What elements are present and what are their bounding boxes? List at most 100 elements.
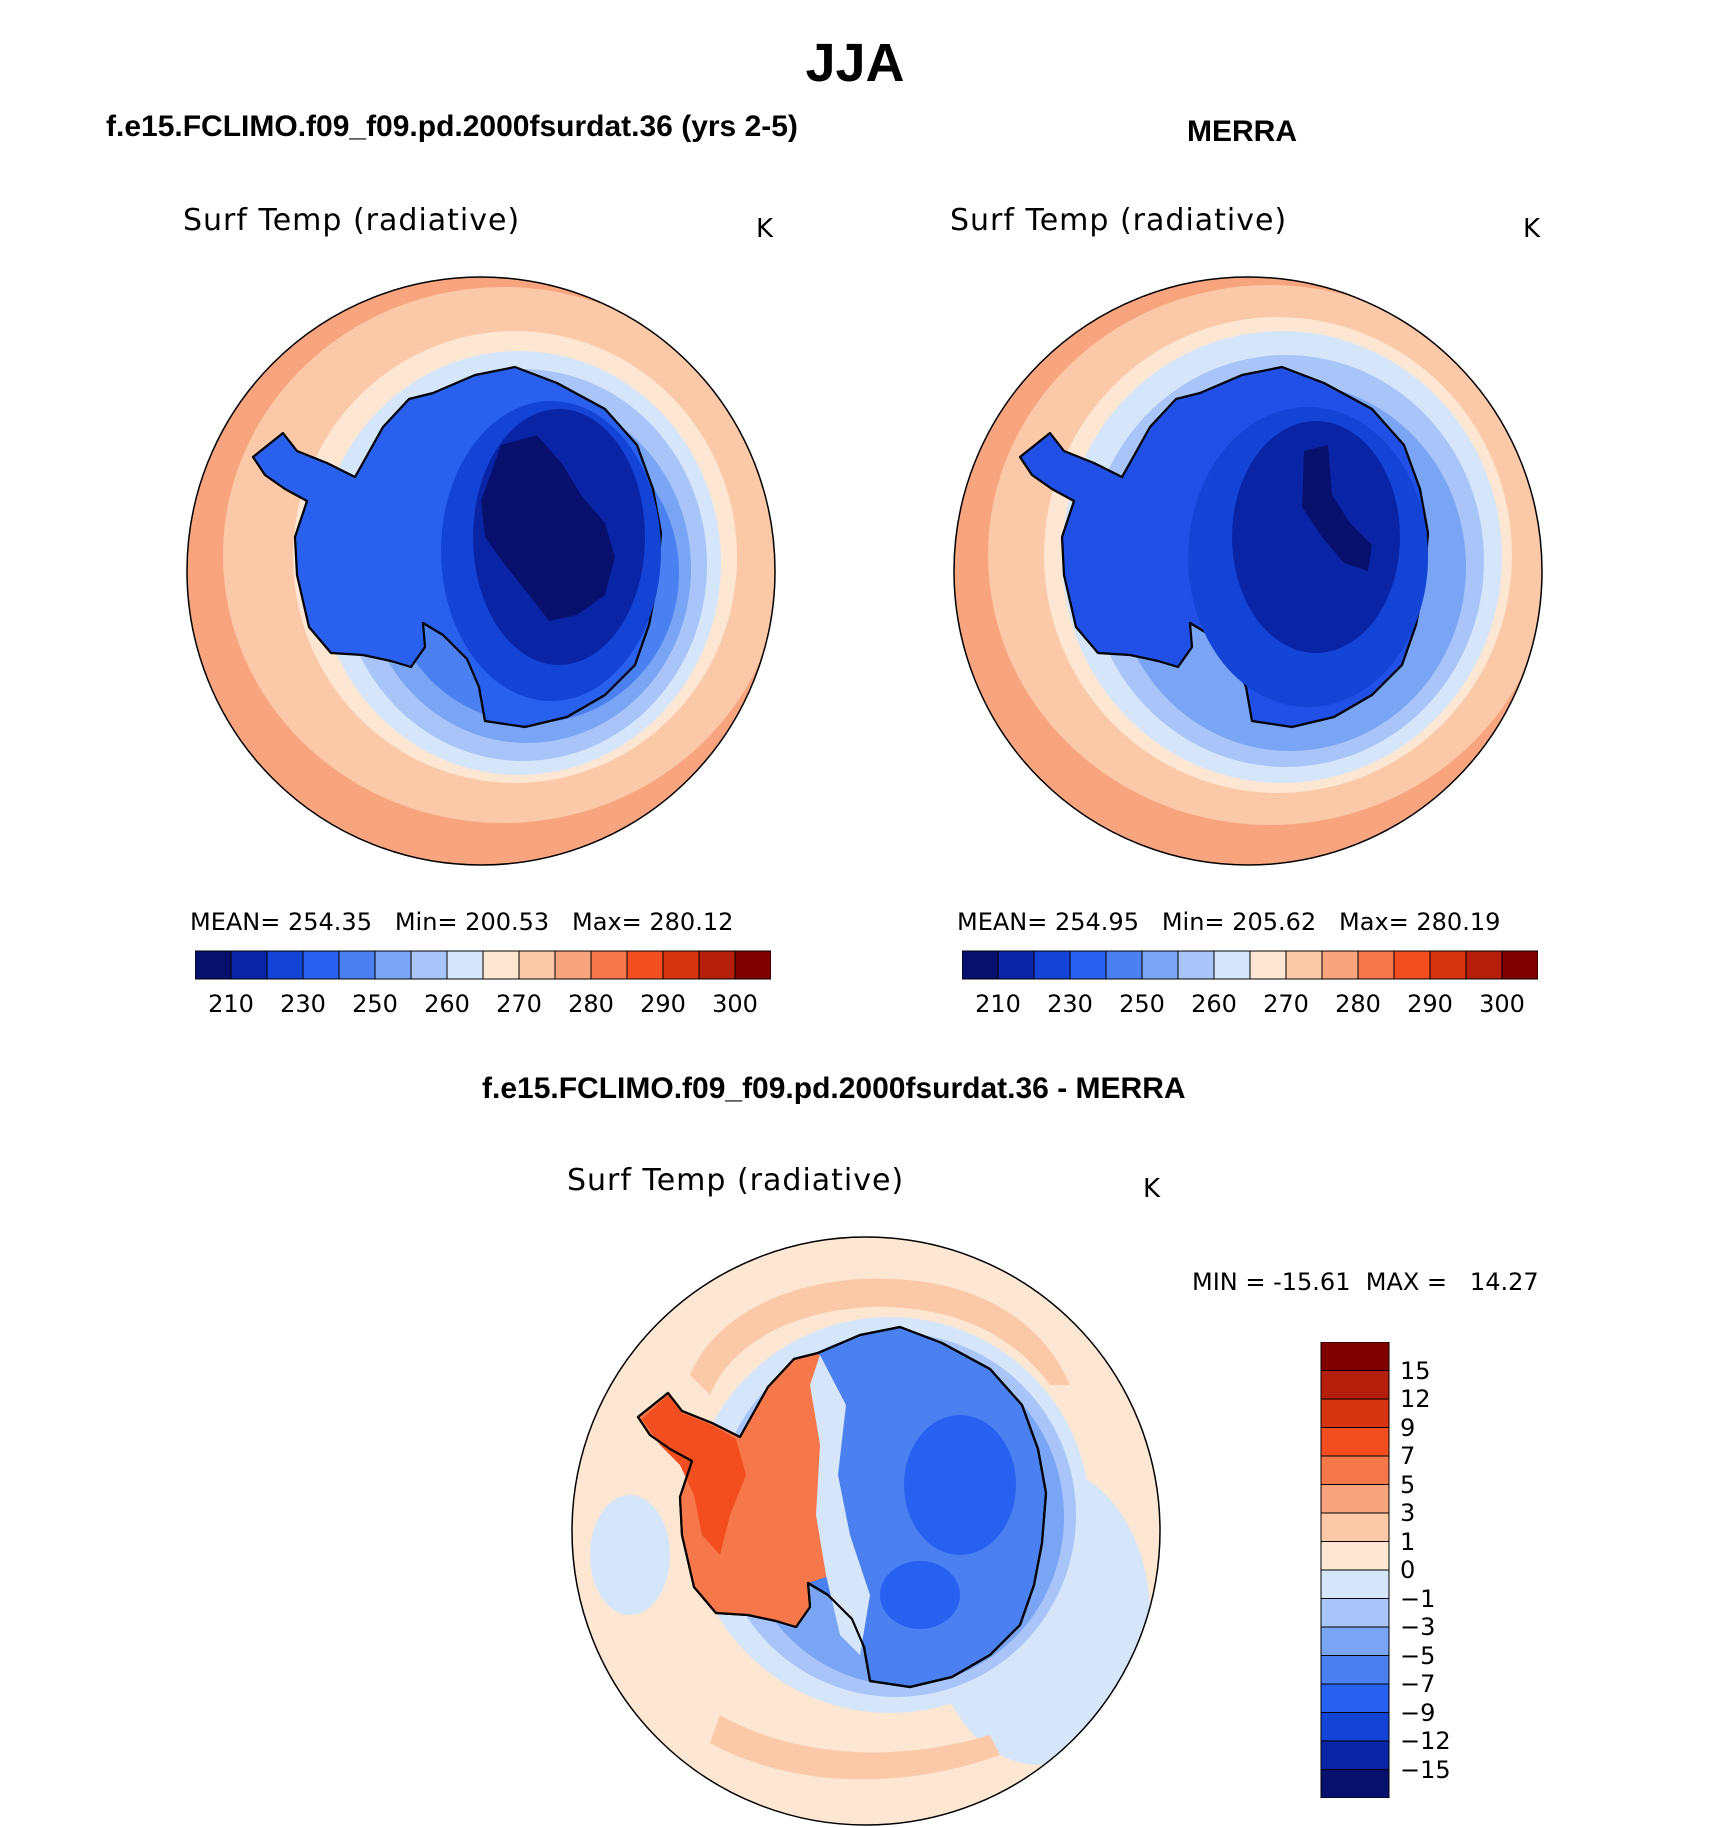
colorbar-tick-label: 260 (424, 990, 470, 1018)
colorbar-swatch (1320, 1769, 1390, 1798)
colorbar-swatch (590, 950, 628, 980)
colorbar-swatch (1320, 1455, 1390, 1485)
colorbar-tick-label: 230 (1047, 990, 1093, 1018)
map-patch-cool-left (590, 1495, 670, 1615)
colorbar-tick-label: 5 (1400, 1470, 1416, 1499)
colorbar-tick-label: −7 (1400, 1670, 1436, 1698)
colorbar-tick-label: 300 (1479, 990, 1525, 1018)
map-patch-warm-ring (690, 1278, 1070, 1395)
colorbar-swatch (1285, 950, 1323, 980)
colorbar-swatch (1321, 950, 1359, 980)
colorbar-tick-label: 3 (1400, 1499, 1416, 1527)
model-heading: f.e15.FCLIMO.f09_f09.pd.2000fsurdat.36 (… (106, 110, 798, 143)
colorbar-swatch (1320, 1427, 1390, 1457)
colorbar-swatch (1320, 1598, 1390, 1628)
model-units-label: K (756, 214, 774, 244)
colorbar-swatch (734, 950, 771, 980)
colorbar-tick-label: 210 (208, 990, 254, 1018)
colorbar-swatch (1177, 950, 1215, 980)
colorbar-swatch (1429, 950, 1467, 980)
colorbar-swatch (338, 950, 376, 980)
colorbar-tick-label: 250 (1119, 990, 1165, 1018)
map-outline (186, 276, 776, 866)
map-outline (953, 276, 1543, 866)
colorbar-swatch (1320, 1740, 1390, 1770)
obs-stats: MEAN= 254.95 Min= 205.62 Max= 280.19 (957, 908, 1501, 936)
colorbar-tick-label: 280 (568, 990, 614, 1018)
colorbar-swatch (374, 950, 412, 980)
colorbar-tick-label: 290 (1407, 990, 1453, 1018)
colorbar-swatch (1033, 950, 1071, 980)
page-title: JJA (805, 33, 905, 93)
colorbar-tick-label: 1 (1400, 1527, 1416, 1556)
colorbar-swatch (1320, 1683, 1390, 1713)
colorbar-swatch (1105, 950, 1143, 980)
map-patch-warm-south (710, 1715, 1000, 1780)
diff-colorbar-ticks: 15 12 9 7 5 3 1 0 −1 −3 −5 −7 −9 −12 −15 (1400, 1342, 1520, 1798)
colorbar-tick-label: 260 (1191, 990, 1237, 1018)
colorbar-swatch (554, 950, 592, 980)
colorbar-swatch (1320, 1626, 1390, 1656)
obs-colorbar-ticks: 210 230 250 260 270 280 290 300 (962, 990, 1538, 1020)
colorbar-swatch (446, 950, 484, 980)
colorbar-tick-label: −5 (1400, 1641, 1436, 1670)
model-colorbar-ticks: 210 230 250 260 270 280 290 300 (195, 990, 771, 1020)
coastline (636, 1325, 1048, 1689)
map-patch-warmer-peninsula (642, 1395, 746, 1555)
colorbar-swatch (410, 950, 448, 980)
colorbar-swatch (1465, 950, 1503, 980)
colorbar-tick-label: 9 (1400, 1413, 1416, 1442)
map-band-deep-cold (1232, 421, 1400, 653)
colorbar-swatch (1320, 1541, 1390, 1571)
colorbar-swatch (1320, 1569, 1390, 1599)
colorbar-tick-label: −9 (1400, 1698, 1436, 1727)
model-variable-label: Surf Temp (radiative) (183, 203, 521, 238)
colorbar-swatch (698, 950, 736, 980)
colorbar-tick-label: 15 (1400, 1356, 1431, 1385)
diff-heading: f.e15.FCLIMO.f09_f09.pd.2000fsurdat.36 -… (482, 1072, 1186, 1105)
colorbar-swatch (302, 950, 340, 980)
colorbar-swatch (1320, 1370, 1390, 1400)
colorbar-swatch (230, 950, 268, 980)
colorbar-swatch (518, 950, 556, 980)
colorbar-tick-label: 270 (1263, 990, 1309, 1018)
obs-polar-map (953, 276, 1543, 866)
colorbar-tick-label: 280 (1335, 990, 1381, 1018)
colorbar-swatch (482, 950, 520, 980)
colorbar-tick-label: 300 (712, 990, 758, 1018)
map-band-coldest (1302, 445, 1372, 571)
colorbar-swatch (1320, 1398, 1390, 1428)
colorbar-swatch (1249, 950, 1287, 980)
colorbar-tick-label: −15 (1400, 1755, 1451, 1784)
colorbar-tick-label: 270 (496, 990, 542, 1018)
map-patch-deep-cold-east (904, 1415, 1016, 1555)
colorbar-tick-label: 0 (1400, 1556, 1416, 1584)
colorbar-tick-label: 210 (975, 990, 1021, 1018)
colorbar-tick-label: 12 (1400, 1385, 1431, 1413)
colorbar-swatch (1141, 950, 1179, 980)
colorbar-swatch (962, 950, 999, 980)
obs-units-label: K (1523, 214, 1541, 244)
colorbar-swatch (626, 950, 664, 980)
obs-colorbar (962, 950, 1538, 980)
diff-colorbar (1320, 1342, 1390, 1798)
diff-variable-label: Surf Temp (radiative) (567, 1163, 905, 1198)
colorbar-swatch (1357, 950, 1395, 980)
colorbar-swatch (1501, 950, 1538, 980)
map-band-coldest (481, 435, 615, 621)
colorbar-swatch (1393, 950, 1431, 980)
model-stats: MEAN= 254.35 Min= 200.53 Max= 280.12 (190, 908, 734, 936)
colorbar-tick-label: −3 (1400, 1613, 1436, 1641)
colorbar-tick-label: −12 (1400, 1727, 1451, 1755)
colorbar-swatch (1213, 950, 1251, 980)
diff-polar-map (571, 1236, 1161, 1826)
obs-heading: MERRA (1187, 115, 1297, 148)
colorbar-swatch (1069, 950, 1107, 980)
colorbar-swatch (662, 950, 700, 980)
colorbar-tick-label: 230 (280, 990, 326, 1018)
model-polar-map (186, 276, 776, 866)
map-patch-mild-ridge (810, 1355, 870, 1655)
colorbar-tick-label: −1 (1400, 1584, 1436, 1613)
model-colorbar (195, 950, 771, 980)
colorbar-swatch (1320, 1712, 1390, 1742)
